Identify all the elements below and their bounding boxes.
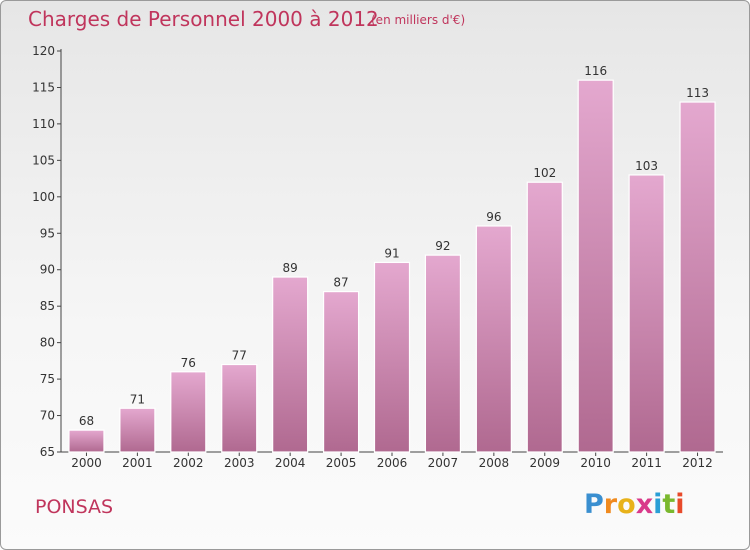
x-tick-label-2010: 2010	[580, 456, 611, 470]
bar-2003	[221, 363, 258, 453]
bar-2002	[170, 371, 207, 453]
bar-2009	[526, 181, 563, 453]
logo-letter: r	[603, 489, 618, 520]
value-label-2002: 76	[181, 356, 196, 370]
value-label-2000: 68	[79, 414, 94, 428]
chart-subtitle: (en milliers d'€)	[371, 13, 466, 27]
value-label-2004: 89	[283, 261, 298, 275]
x-tick-label-2007: 2007	[428, 456, 459, 470]
y-tick-label: 80	[40, 336, 55, 350]
y-tick-label: 70	[40, 409, 55, 423]
bar-2010	[577, 79, 614, 453]
value-label-2011: 103	[635, 159, 658, 173]
y-tick-label: 65	[40, 445, 55, 459]
bar-2008	[475, 225, 512, 453]
logo-letter: i	[675, 489, 685, 520]
x-tick-label-2002: 2002	[173, 456, 204, 470]
x-tick-label-2005: 2005	[326, 456, 357, 470]
bar-2000	[68, 429, 105, 453]
logo-letter: P	[584, 489, 604, 520]
x-tick-label-2012: 2012	[682, 456, 713, 470]
value-label-2008: 96	[486, 210, 501, 224]
logo-letter: x	[635, 489, 654, 520]
y-tick-label: 100	[32, 190, 55, 204]
y-tick-label: 90	[40, 263, 55, 277]
value-label-2006: 91	[384, 246, 399, 260]
value-label-2010: 116	[584, 64, 607, 78]
x-tick-label-2006: 2006	[377, 456, 408, 470]
chart-bars	[68, 79, 716, 453]
x-tick-label-2008: 2008	[479, 456, 510, 470]
logo-letter: i	[653, 489, 663, 520]
logo-letter: o	[617, 489, 636, 520]
y-tick-label: 110	[32, 117, 55, 131]
y-tick-label: 105	[32, 153, 55, 167]
x-tick-label-2000: 2000	[71, 456, 102, 470]
value-label-2001: 71	[130, 392, 145, 406]
chart-labels: 68 2000 71 2001 76 2002 77 2003 89 2004 87 2005 91 20…	[71, 64, 713, 470]
y-tick-label: 120	[32, 44, 55, 58]
value-label-2009: 102	[533, 166, 556, 180]
y-tick-label: 75	[40, 372, 55, 386]
bar-2005	[322, 291, 360, 453]
y-tick-label: 115	[32, 80, 55, 94]
chart-axes: 65 70 75 80 85 90 95 100 105 110 115 120	[32, 44, 723, 459]
bar-2012	[679, 101, 716, 453]
value-label-2003: 77	[232, 349, 247, 363]
y-tick-label: 95	[40, 226, 55, 240]
bar-2007	[424, 254, 462, 453]
bar-2011	[628, 174, 665, 453]
y-tick-label: 85	[40, 299, 55, 313]
x-tick-label-2004: 2004	[275, 456, 306, 470]
proxiti-logo: Proxiti	[584, 489, 685, 520]
bar-2004	[272, 276, 309, 453]
chart-title: Charges de Personnel 2000 à 2012	[28, 7, 379, 31]
bar-2006	[373, 261, 411, 453]
x-tick-label-2009: 2009	[529, 456, 560, 470]
commune-name: PONSAS	[35, 496, 114, 518]
x-tick-label-2011: 2011	[631, 456, 662, 470]
x-tick-label-2001: 2001	[122, 456, 153, 470]
value-label-2007: 92	[435, 239, 450, 253]
value-label-2012: 113	[686, 86, 709, 100]
value-label-2005: 87	[333, 276, 348, 290]
x-tick-label-2003: 2003	[224, 456, 255, 470]
logo-letter: t	[662, 489, 676, 520]
bar-2001	[119, 407, 156, 453]
